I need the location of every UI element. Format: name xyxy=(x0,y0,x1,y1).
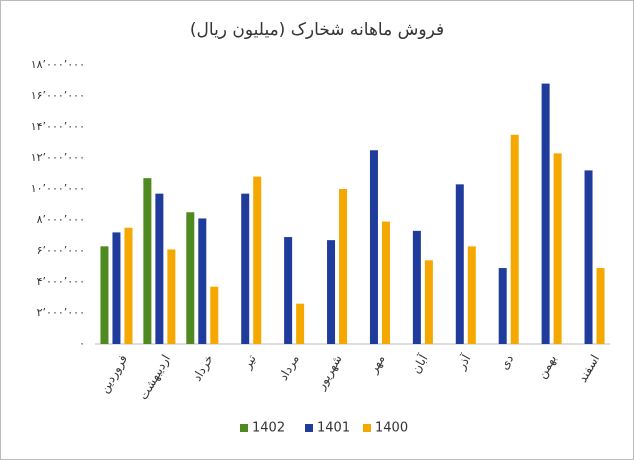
y-tick-label: ۱۸٬۰۰۰٬۰۰۰ xyxy=(31,58,85,71)
bar xyxy=(100,246,109,344)
bar xyxy=(198,218,207,344)
bar xyxy=(455,184,464,344)
bar xyxy=(510,134,519,344)
bar xyxy=(210,286,219,344)
legend-label: 1402 xyxy=(252,421,285,436)
bar xyxy=(112,232,121,344)
bar xyxy=(381,221,390,344)
legend-label: 1400 xyxy=(375,421,408,436)
bar xyxy=(186,212,195,344)
y-tick-label: ۶٬۰۰۰٬۰۰۰ xyxy=(37,244,85,257)
y-tick-label: ۲٬۰۰۰٬۰۰۰ xyxy=(37,306,85,319)
bar xyxy=(584,170,593,344)
legend-swatch xyxy=(305,424,313,432)
bar xyxy=(339,189,348,344)
x-tick-label: دی xyxy=(497,352,516,372)
bar xyxy=(467,246,476,344)
bar xyxy=(167,249,176,344)
bar xyxy=(541,83,550,344)
bar xyxy=(124,227,133,344)
legend-swatch xyxy=(240,424,248,432)
y-tick-label: ۴٬۰۰۰٬۰۰۰ xyxy=(37,275,85,288)
bar xyxy=(412,230,421,344)
bar xyxy=(553,153,562,344)
bar xyxy=(241,193,250,344)
y-tick-label: ۱۲٬۰۰۰٬۰۰۰ xyxy=(31,151,85,164)
bar xyxy=(424,260,433,344)
bar xyxy=(498,268,507,344)
bar xyxy=(369,150,378,344)
legend-swatch xyxy=(363,424,371,432)
bar xyxy=(143,178,152,344)
bar xyxy=(155,193,164,344)
bar xyxy=(284,237,293,344)
chart-title: فروش ماهانه شخارک (میلیون ریال) xyxy=(190,20,444,40)
legend-label: 1401 xyxy=(317,421,350,436)
y-tick-label: ۸٬۰۰۰٬۰۰۰ xyxy=(37,213,85,226)
bar xyxy=(596,268,605,344)
bar xyxy=(253,176,262,344)
bar xyxy=(327,240,336,344)
y-tick-label: ۱۰٬۰۰۰٬۰۰۰ xyxy=(31,182,85,195)
bar xyxy=(296,303,305,344)
y-tick-label: ۱۴٬۰۰۰٬۰۰۰ xyxy=(31,120,85,133)
y-tick-label: ۱۶٬۰۰۰٬۰۰۰ xyxy=(31,89,85,102)
y-tick-label: ۰ xyxy=(79,337,85,350)
